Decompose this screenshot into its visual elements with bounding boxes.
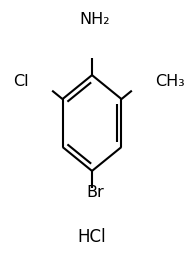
Text: Cl: Cl <box>13 74 29 89</box>
Text: CH₃: CH₃ <box>155 74 184 89</box>
Text: HCl: HCl <box>78 228 106 246</box>
Text: Br: Br <box>86 185 104 200</box>
Text: NH₂: NH₂ <box>79 12 110 27</box>
